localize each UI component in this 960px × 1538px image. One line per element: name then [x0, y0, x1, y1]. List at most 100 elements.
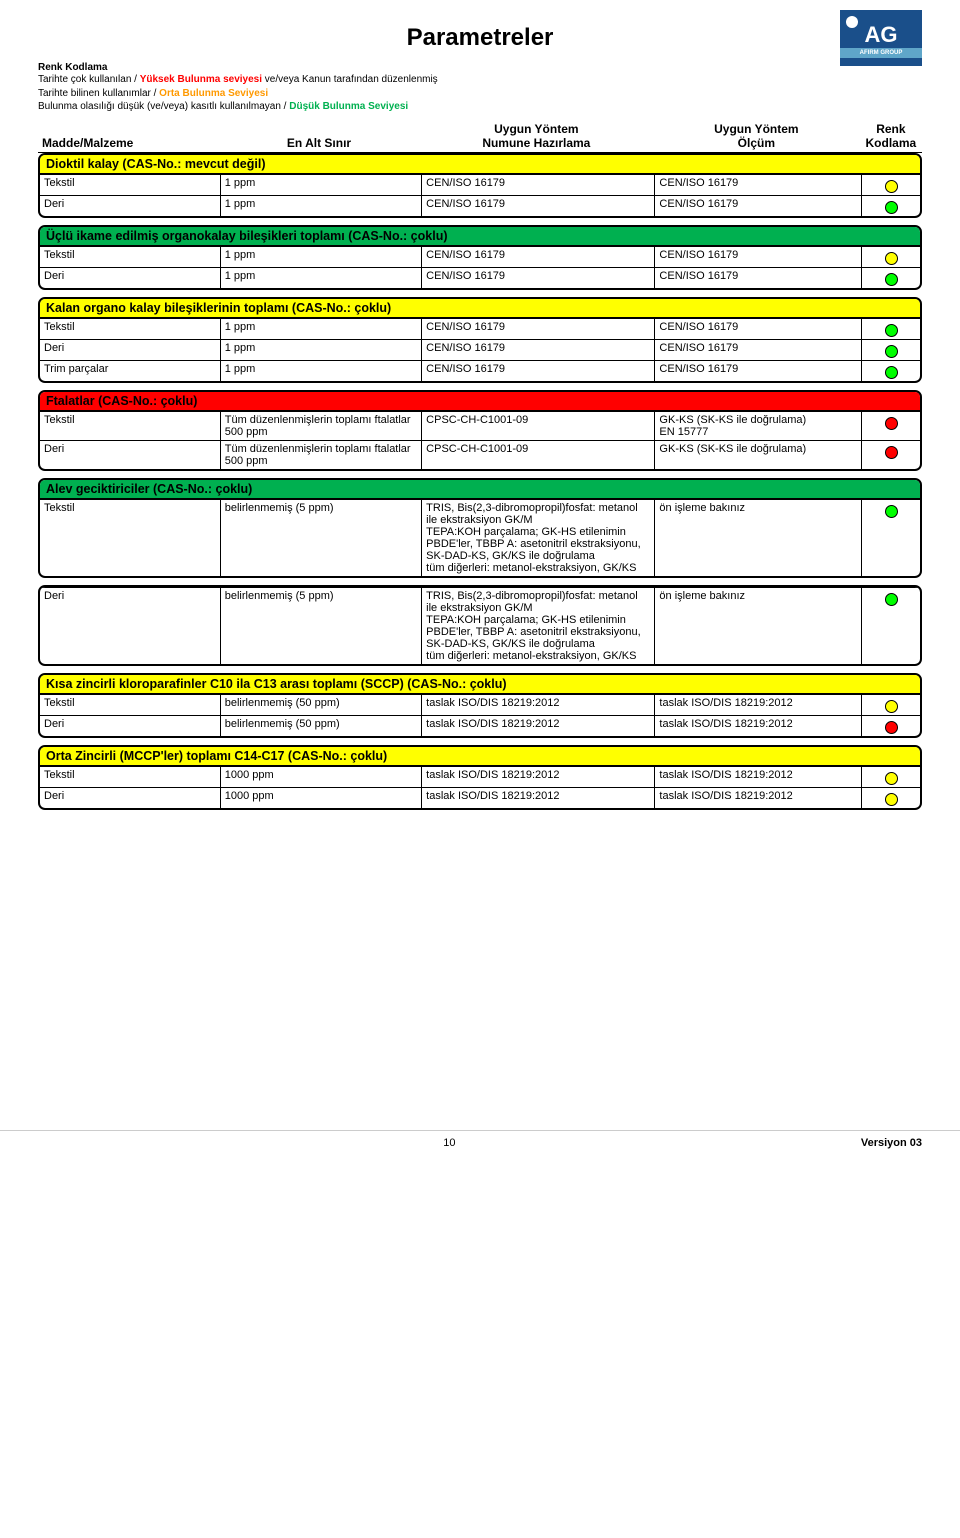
section-block: Üçlü ikame edilmiş organokalay bileşikle… [38, 225, 922, 290]
color-dot-icon [885, 446, 898, 459]
table-cell: taslak ISO/DIS 18219:2012 [655, 694, 862, 715]
table-cell: CEN/ISO 16179 [422, 246, 655, 267]
legend-line2b: Orta Bulunma Seviyesi [159, 88, 268, 99]
color-cell [862, 694, 920, 715]
color-dot-icon [885, 417, 898, 430]
table-row: Tekstilbelirlenmemiş (5 ppm)TRIS, Bis(2,… [40, 499, 920, 576]
table-cell: 1 ppm [220, 195, 421, 216]
table-row: Tekstil1 ppmCEN/ISO 16179CEN/ISO 16179 [40, 246, 920, 267]
table-cell: CEN/ISO 16179 [655, 195, 862, 216]
color-cell [862, 195, 920, 216]
table-cell: Deri [40, 339, 220, 360]
table-row: Tekstilbelirlenmemiş (50 ppm)taslak ISO/… [40, 694, 920, 715]
section-table: Tekstil1 ppmCEN/ISO 16179CEN/ISO 16179De… [40, 174, 920, 216]
column-headers: Madde/Malzeme En Alt Sınır Uygun YöntemN… [38, 120, 922, 153]
table-row: Tekstil1 ppmCEN/ISO 16179CEN/ISO 16179 [40, 174, 920, 195]
section-block: Ftalatlar (CAS-No.: çoklu)TekstilTüm düz… [38, 390, 922, 471]
color-cell [862, 715, 920, 736]
section-table: Tekstil1000 ppmtaslak ISO/DIS 18219:2012… [40, 766, 920, 808]
legend-line3a: Bulunma olasılığı düşük (ve/veya) kasıtl… [38, 101, 289, 112]
color-cell [862, 246, 920, 267]
color-cell [862, 339, 920, 360]
table-cell: ön işleme bakınız [655, 499, 862, 576]
table-cell: Tüm düzenlenmişlerin toplamı ftalatlar 5… [220, 411, 421, 440]
table-cell: belirlenmemiş (50 ppm) [220, 694, 421, 715]
table-cell: CEN/ISO 16179 [655, 318, 862, 339]
logo-dot-icon [846, 16, 858, 28]
table-cell: taslak ISO/DIS 18219:2012 [422, 787, 655, 808]
table-cell: CEN/ISO 16179 [655, 339, 862, 360]
table-cell: CEN/ISO 16179 [422, 318, 655, 339]
table-cell: Deri [40, 195, 220, 216]
table-cell: CEN/ISO 16179 [655, 360, 862, 381]
table-cell: taslak ISO/DIS 18219:2012 [422, 766, 655, 787]
color-dot-icon [885, 366, 898, 379]
table-cell: GK-KS (SK-KS ile doğrulama) [655, 440, 862, 469]
header-color-code: RenkKodlama [860, 120, 922, 153]
section-title: Orta Zincirli (MCCP'ler) toplamı C14-C17… [40, 747, 920, 766]
table-cell: CPSC-CH-C1001-09 [422, 440, 655, 469]
color-cell [862, 360, 920, 381]
section-title: Kısa zincirli kloroparafinler C10 ila C1… [40, 675, 920, 694]
table-cell: Tüm düzenlenmişlerin toplamı ftalatlar 5… [220, 440, 421, 469]
section-title: Kalan organo kalay bileşiklerinin toplam… [40, 299, 920, 318]
logo: AG AFIRM GROUP [840, 10, 922, 66]
table-row: Deri1 ppmCEN/ISO 16179CEN/ISO 16179 [40, 267, 920, 288]
section-table: Tekstilbelirlenmemiş (5 ppm)TRIS, Bis(2,… [40, 499, 920, 576]
section-title: Dioktil kalay (CAS-No.: mevcut değil) [40, 155, 920, 174]
section-table: Tekstil1 ppmCEN/ISO 16179CEN/ISO 16179De… [40, 318, 920, 381]
footer-version: Versiyon 03 [861, 1137, 922, 1149]
legend: Tarihte çok kullanılan / Yüksek Bulunma … [38, 73, 922, 114]
section-table: TekstilTüm düzenlenmişlerin toplamı ftal… [40, 411, 920, 469]
color-dot-icon [885, 793, 898, 806]
color-dot-icon [885, 345, 898, 358]
section-title: Ftalatlar (CAS-No.: çoklu) [40, 392, 920, 411]
table-cell: TRIS, Bis(2,3-dibromopropil)fosfat: meta… [422, 587, 655, 664]
table-row: Tekstil1000 ppmtaslak ISO/DIS 18219:2012… [40, 766, 920, 787]
table-cell: 1 ppm [220, 339, 421, 360]
table-row: DeriTüm düzenlenmişlerin toplamı ftalatl… [40, 440, 920, 469]
table-cell: CEN/ISO 16179 [422, 360, 655, 381]
section-block: Kalan organo kalay bileşiklerinin toplam… [38, 297, 922, 383]
legend-line1a: Tarihte çok kullanılan / [38, 74, 140, 85]
table-cell: Tekstil [40, 318, 220, 339]
table-cell: belirlenmemiş (50 ppm) [220, 715, 421, 736]
table-cell: 1 ppm [220, 174, 421, 195]
color-dot-icon [885, 201, 898, 214]
color-dot-icon [885, 593, 898, 606]
section-block: Deribelirlenmemiş (5 ppm)TRIS, Bis(2,3-d… [38, 585, 922, 666]
table-cell: 1 ppm [220, 267, 421, 288]
color-dot-icon [885, 721, 898, 734]
section-table: Deribelirlenmemiş (5 ppm)TRIS, Bis(2,3-d… [40, 587, 920, 664]
footer-page: 10 [429, 1137, 469, 1149]
table-row: Trim parçalar1 ppmCEN/ISO 16179CEN/ISO 1… [40, 360, 920, 381]
table-cell: Deri [40, 440, 220, 469]
table-cell: 1000 ppm [220, 787, 421, 808]
legend-title: Renk Kodlama [38, 62, 922, 73]
table-cell: GK-KS (SK-KS ile doğrulama) EN 15777 [655, 411, 862, 440]
color-cell [862, 587, 920, 664]
section-title: Üçlü ikame edilmiş organokalay bileşikle… [40, 227, 920, 246]
table-row: Deri1000 ppmtaslak ISO/DIS 18219:2012tas… [40, 787, 920, 808]
color-cell [862, 787, 920, 808]
color-cell [862, 766, 920, 787]
table-cell: CPSC-CH-C1001-09 [422, 411, 655, 440]
table-cell: taslak ISO/DIS 18219:2012 [655, 766, 862, 787]
table-row: Deribelirlenmemiş (5 ppm)TRIS, Bis(2,3-d… [40, 587, 920, 664]
table-cell: belirlenmemiş (5 ppm) [220, 499, 421, 576]
page-title: Parametreler [38, 24, 922, 52]
header-limit: En Alt Sınır [218, 120, 419, 153]
table-cell: TRIS, Bis(2,3-dibromopropil)fosfat: meta… [422, 499, 655, 576]
table-row: Deri1 ppmCEN/ISO 16179CEN/ISO 16179 [40, 339, 920, 360]
table-cell: Deri [40, 587, 220, 664]
table-cell: CEN/ISO 16179 [655, 246, 862, 267]
header-material: Madde/Malzeme [38, 120, 218, 153]
color-cell [862, 267, 920, 288]
section-block: Alev geciktiriciler (CAS-No.: çoklu)Teks… [38, 478, 922, 578]
table-row: Tekstil1 ppmCEN/ISO 16179CEN/ISO 16179 [40, 318, 920, 339]
color-cell [862, 440, 920, 469]
color-dot-icon [885, 252, 898, 265]
color-cell [862, 499, 920, 576]
header-method-prep: Uygun YöntemNumune Hazırlama [420, 120, 653, 153]
table-cell: belirlenmemiş (5 ppm) [220, 587, 421, 664]
